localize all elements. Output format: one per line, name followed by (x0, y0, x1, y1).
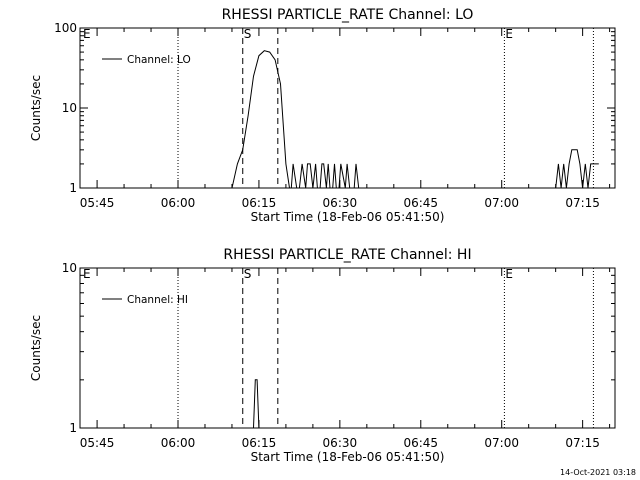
marker-label: E (83, 27, 91, 41)
x-tick-label: 06:30 (323, 436, 358, 450)
x-tick-label: 06:00 (161, 436, 196, 450)
x-tick-label: 07:15 (565, 436, 600, 450)
x-tick-label: 06:30 (323, 196, 358, 210)
series-line (253, 379, 261, 429)
series-line (231, 50, 599, 189)
y-tick-label: 100 (54, 21, 77, 35)
y-tick-label: 1 (69, 181, 77, 195)
x-tick-label: 06:15 (242, 196, 277, 210)
chart-title: RHESSI PARTICLE_RATE Channel: HI (223, 247, 471, 263)
x-tick-label: 07:15 (565, 196, 600, 210)
legend-label: Channel: LO (127, 54, 191, 66)
x-axis-label: Start Time (18-Feb-06 05:41:50) (251, 450, 445, 464)
y-tick-label: 1 (69, 421, 77, 435)
chart-panel-1: RHESSI PARTICLE_RATE Channel: LO Start Ti… (29, 7, 616, 224)
chart-title: RHESSI PARTICLE_RATE Channel: LO (222, 7, 474, 23)
plot-frame (79, 267, 616, 429)
marker-label: E (83, 267, 91, 281)
y-tick-label: 10 (62, 101, 77, 115)
x-tick-label: 06:45 (403, 196, 438, 210)
timestamp: 14-Oct-2021 03:18 (560, 468, 636, 477)
marker-label: E (505, 267, 513, 281)
marker-label: S (244, 267, 252, 281)
x-tick-label: 07:00 (484, 196, 519, 210)
x-tick-label: 06:45 (403, 436, 438, 450)
legend-label: Channel: HI (127, 294, 188, 306)
x-tick-label: 06:00 (161, 196, 196, 210)
x-tick-label: 07:00 (484, 436, 519, 450)
y-axis-label: Counts/sec (29, 315, 43, 381)
y-axis-label: Counts/sec (29, 75, 43, 141)
x-tick-label: 06:15 (242, 436, 277, 450)
x-axis-label: Start Time (18-Feb-06 05:41:50) (251, 210, 445, 224)
y-tick-label: 10 (62, 261, 77, 275)
marker-label: E (505, 27, 513, 41)
marker-label: S (244, 27, 252, 41)
x-tick-label: 05:45 (80, 196, 115, 210)
chart-panel-2: RHESSI PARTICLE_RATE Channel: HI Start Ti… (29, 247, 616, 464)
x-tick-label: 05:45 (80, 436, 115, 450)
